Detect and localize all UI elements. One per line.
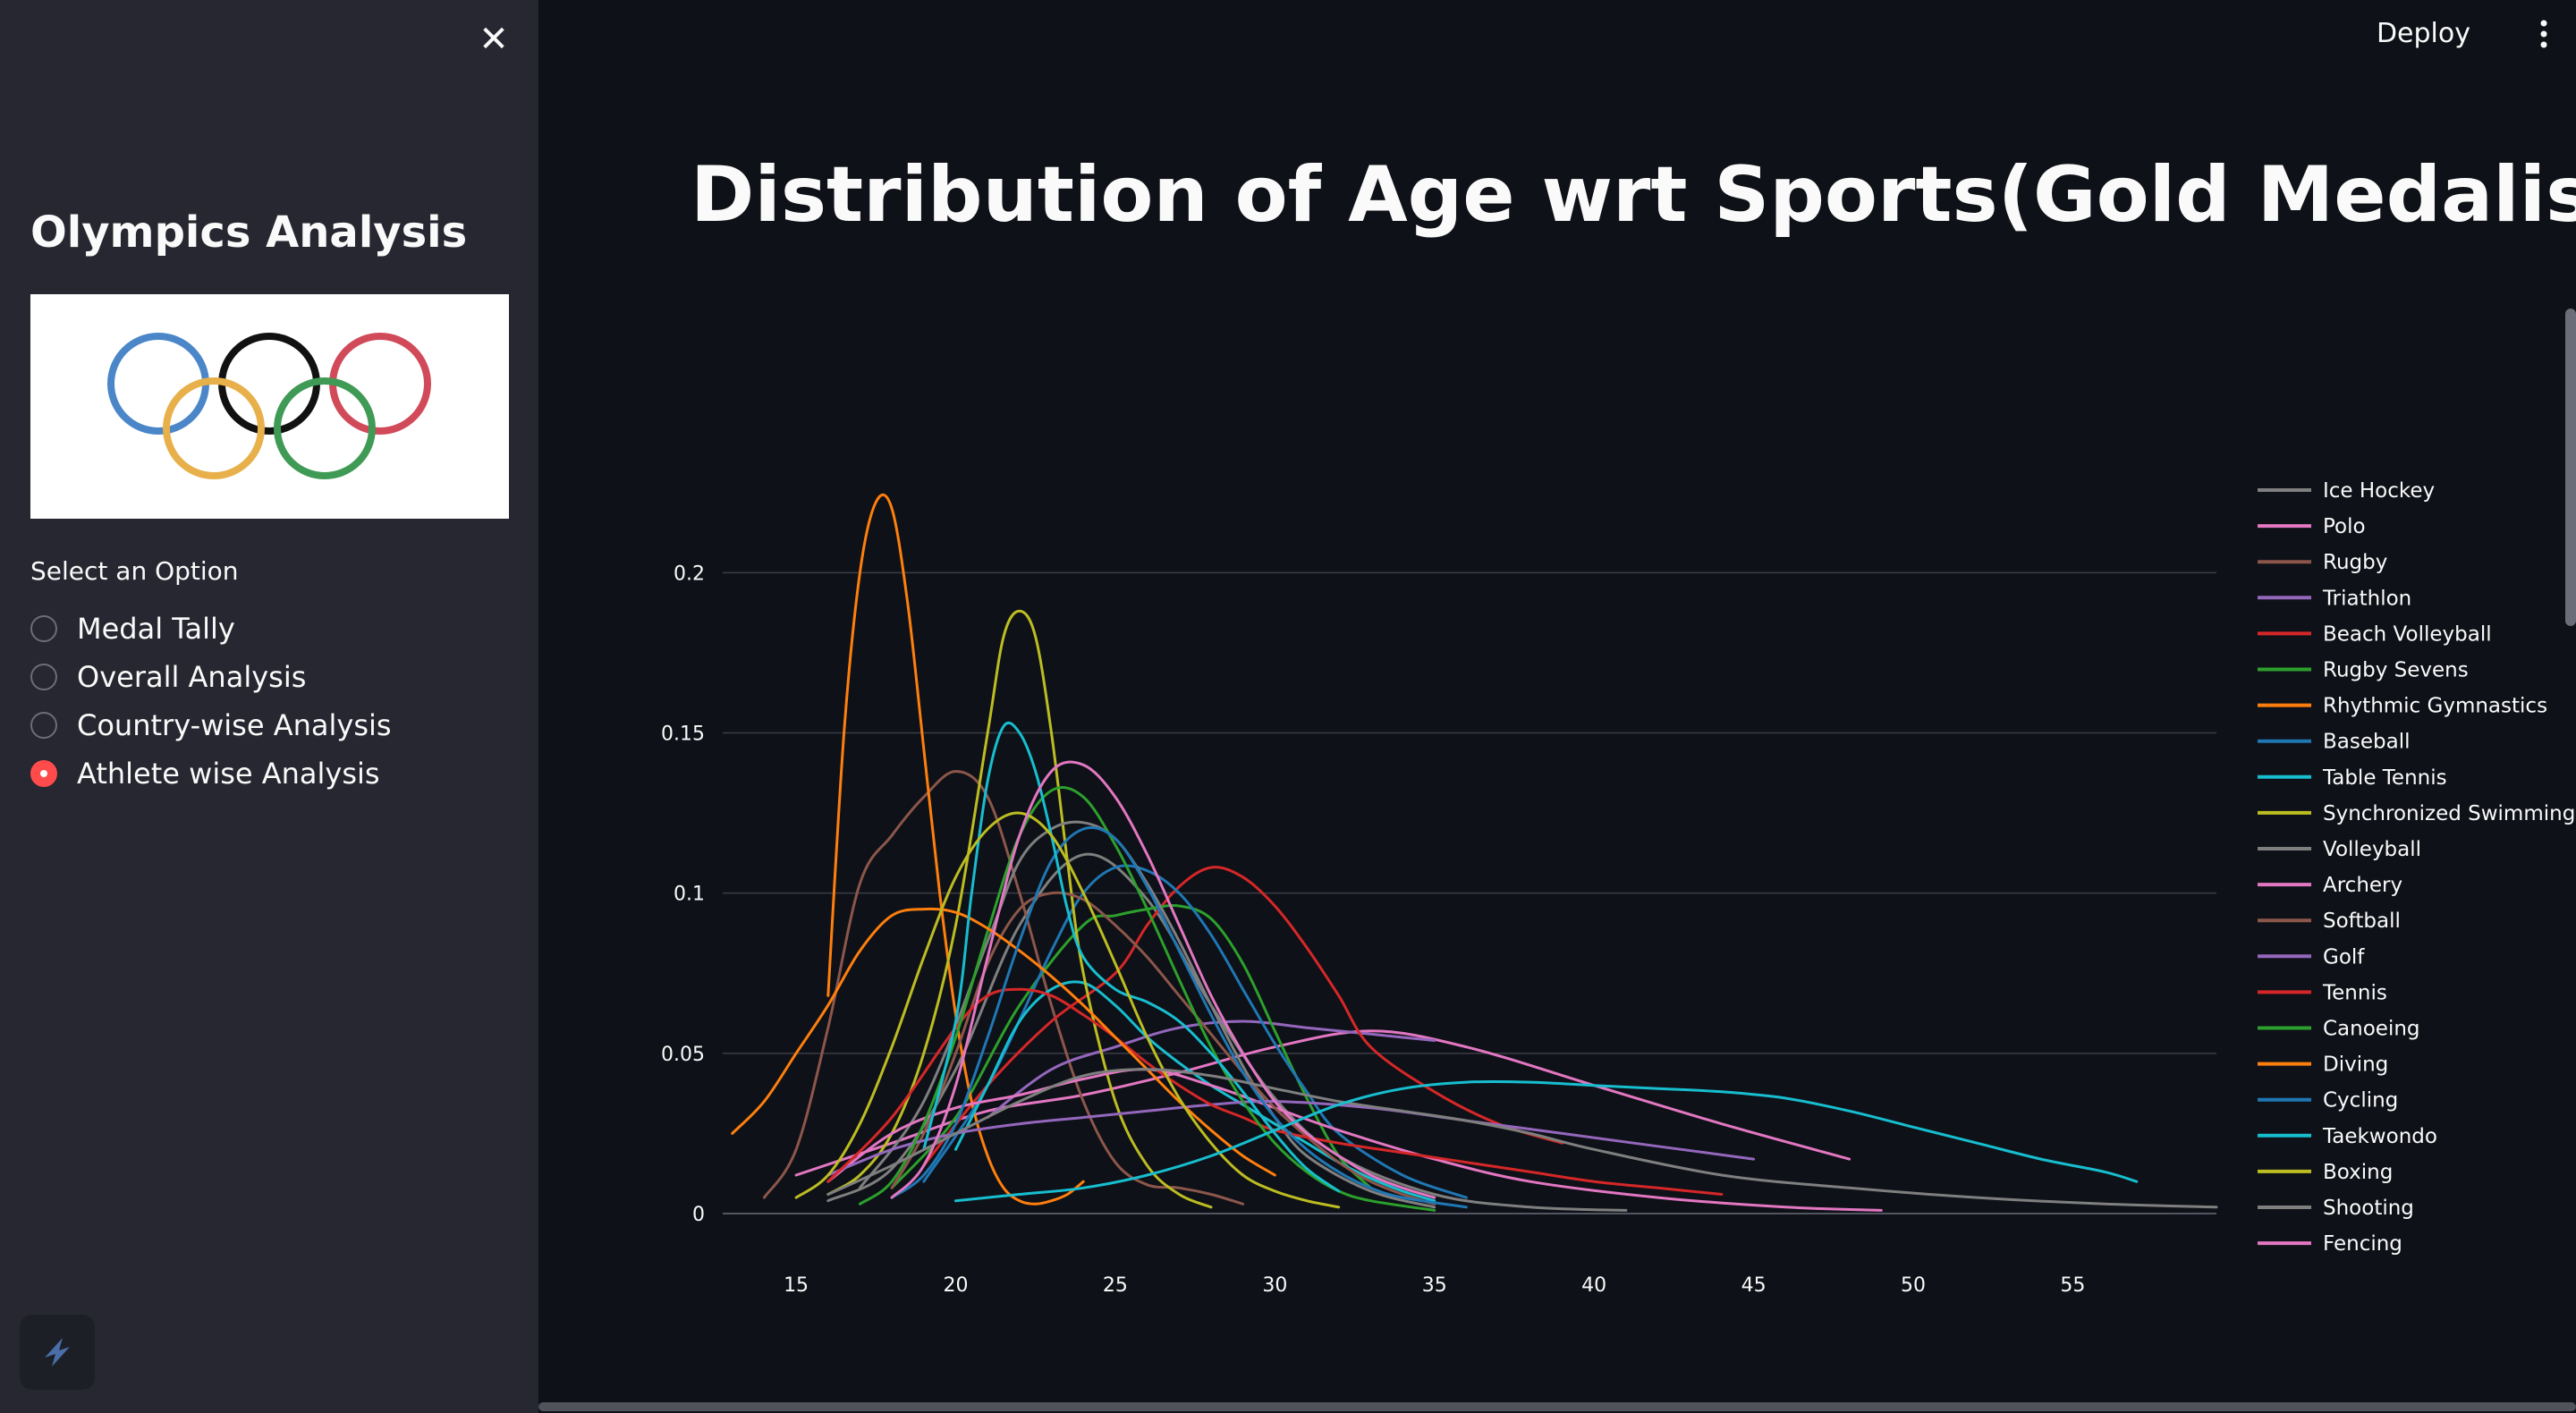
legend-label: Rugby bbox=[2323, 551, 2387, 574]
legend-label: Baseball bbox=[2323, 731, 2410, 754]
sidebar: ✕ Olympics Analysis Select an Option Med… bbox=[0, 0, 538, 1413]
radio-medal-tally[interactable]: Medal Tally bbox=[30, 605, 392, 653]
x-tick-label: 55 bbox=[2060, 1274, 2085, 1297]
radio-label: Medal Tally bbox=[77, 612, 235, 646]
legend-label: Taekwondo bbox=[2322, 1125, 2437, 1148]
series-line bbox=[890, 904, 1372, 1189]
legend-label: Fencing bbox=[2323, 1232, 2402, 1256]
x-axis-ticks: 15 20 25 30 35 40 45 50 55 bbox=[784, 1274, 2085, 1297]
y-tick-label: 0.1 bbox=[674, 884, 705, 906]
legend-label: Cycling bbox=[2323, 1089, 2398, 1113]
x-tick-label: 20 bbox=[943, 1274, 968, 1297]
series-line bbox=[954, 1079, 2139, 1203]
legend-label: Tennis bbox=[2322, 981, 2387, 1004]
vertical-scrollbar[interactable] bbox=[2565, 309, 2576, 626]
series-line bbox=[890, 760, 1436, 1199]
legend-label: Beach Volleyball bbox=[2323, 622, 2492, 646]
olympic-rings-image bbox=[30, 294, 509, 519]
chart-legend: Ice Hockey Polo Rugby Triathlon Beach Volley… bbox=[2258, 479, 2575, 1256]
legend-label: Triathlon bbox=[2322, 587, 2411, 610]
legend-label: Table Tennis bbox=[2322, 766, 2447, 790]
chart-gridlines bbox=[723, 571, 2216, 1214]
legend-label: Canoeing bbox=[2323, 1018, 2420, 1041]
y-tick-label: 0.05 bbox=[661, 1044, 705, 1066]
series-line bbox=[890, 891, 1436, 1206]
legend-label: Synchronized Swimming bbox=[2323, 802, 2575, 825]
legend-label: Softball bbox=[2323, 910, 2401, 933]
page-title: Distribution of Age wrt Sports(Gold Meda… bbox=[691, 150, 2576, 240]
x-tick-label: 40 bbox=[1581, 1274, 1606, 1297]
legend-label: Polo bbox=[2323, 515, 2366, 538]
sidebar-title: Olympics Analysis bbox=[30, 207, 468, 258]
legend-label: Archery bbox=[2323, 874, 2402, 897]
radio-group-label: Select an Option bbox=[30, 556, 239, 586]
y-tick-label: 0 bbox=[692, 1204, 705, 1226]
legend-label: Volleyball bbox=[2323, 838, 2421, 861]
legend-label: Rugby Sevens bbox=[2323, 659, 2469, 682]
series-line bbox=[826, 609, 1213, 1209]
radio-label: Athlete wise Analysis bbox=[77, 757, 380, 791]
series-line bbox=[922, 866, 1563, 1167]
age-distribution-chart: 0 0.05 0.1 0.15 0.2 15 20 25 30 35 40 45 50 55 Ice H… bbox=[661, 479, 2575, 1297]
radio-label: Overall Analysis bbox=[77, 660, 307, 694]
legend-label: Rhythmic Gymnastics bbox=[2323, 695, 2547, 718]
close-icon[interactable]: ✕ bbox=[479, 19, 509, 60]
x-tick-label: 35 bbox=[1422, 1274, 1447, 1297]
streamlit-mark-icon bbox=[45, 1338, 70, 1366]
legend-label: Boxing bbox=[2323, 1161, 2393, 1184]
y-tick-label: 0.2 bbox=[674, 563, 705, 585]
legend-label: Shooting bbox=[2323, 1197, 2414, 1220]
horizontal-scrollbar[interactable] bbox=[538, 1402, 2576, 1411]
series-line bbox=[762, 770, 1245, 1206]
series-line bbox=[731, 907, 1276, 1177]
series-line bbox=[794, 811, 1341, 1209]
chart-series bbox=[731, 493, 2218, 1212]
radio-dot[interactable] bbox=[30, 664, 57, 690]
x-tick-label: 45 bbox=[1741, 1274, 1767, 1297]
legend-label: Diving bbox=[2323, 1053, 2388, 1077]
x-tick-label: 50 bbox=[1901, 1274, 1926, 1297]
radio-overall-analysis[interactable]: Overall Analysis bbox=[30, 653, 392, 701]
series-line bbox=[922, 864, 1468, 1199]
radio-athlete-wise-analysis[interactable]: Athlete wise Analysis bbox=[30, 749, 392, 798]
radio-dot[interactable] bbox=[30, 712, 57, 739]
series-line bbox=[890, 825, 1468, 1209]
legend-label: Ice Hockey bbox=[2323, 479, 2435, 503]
main-area: Deploy Distribution of Age wrt Sports(Go… bbox=[538, 0, 2576, 1413]
series-line bbox=[826, 1068, 2218, 1209]
series-line bbox=[826, 493, 1085, 1206]
series-line bbox=[826, 987, 1724, 1196]
x-tick-label: 15 bbox=[784, 1274, 809, 1297]
y-tick-label: 0.15 bbox=[661, 723, 705, 746]
x-tick-label: 30 bbox=[1262, 1274, 1287, 1297]
options-radio-group: Medal Tally Overall Analysis Country-wis… bbox=[30, 605, 392, 798]
deploy-button[interactable]: Deploy bbox=[2376, 18, 2470, 49]
legend-label: Golf bbox=[2323, 945, 2365, 969]
series-line bbox=[986, 1020, 1436, 1119]
x-tick-label: 25 bbox=[1103, 1274, 1128, 1297]
streamlit-logo-icon[interactable] bbox=[20, 1315, 95, 1390]
series-line bbox=[826, 852, 1628, 1212]
radio-dot[interactable] bbox=[30, 615, 57, 642]
more-options-icon[interactable] bbox=[2535, 16, 2553, 52]
series-line bbox=[922, 721, 1341, 1193]
series-line bbox=[858, 785, 1436, 1212]
olympic-rings-icon bbox=[107, 333, 431, 479]
radio-label: Country-wise Analysis bbox=[77, 708, 392, 742]
y-axis-ticks: 0 0.05 0.1 0.15 0.2 bbox=[661, 563, 705, 1226]
radio-country-wise-analysis[interactable]: Country-wise Analysis bbox=[30, 701, 392, 749]
radio-dot[interactable] bbox=[30, 760, 57, 787]
